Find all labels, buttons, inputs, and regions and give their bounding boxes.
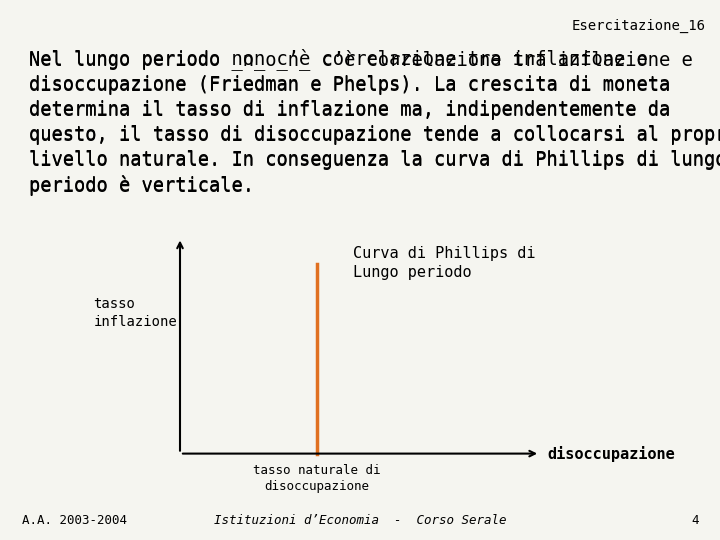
Text: 4: 4 — [691, 514, 698, 526]
Text: Esercitazione_16: Esercitazione_16 — [572, 19, 706, 33]
Text: tasso naturale di
disoccupazione: tasso naturale di disoccupazione — [253, 464, 381, 494]
Text: Nel lungo periodo non c’è correlazione tra inflazione e
disoccupazione (Friedman: Nel lungo periodo non c’è correlazione t… — [29, 49, 720, 195]
Text: Nel lungo periodo ̲n̲o̲n̲ c’è correlazione tra inflazione e
disoccupazione (Frie: Nel lungo periodo ̲n̲o̲n̲ c’è correlazio… — [29, 49, 720, 196]
Text: tasso
inflazione: tasso inflazione — [94, 297, 177, 329]
Text: Istituzioni d’Economia  -  Corso Serale: Istituzioni d’Economia - Corso Serale — [214, 514, 506, 526]
Text: disoccupazione: disoccupazione — [547, 446, 675, 462]
Text: Curva di Phillips di
Lungo periodo: Curva di Phillips di Lungo periodo — [353, 246, 535, 280]
Text: A.A. 2003-2004: A.A. 2003-2004 — [22, 514, 127, 526]
